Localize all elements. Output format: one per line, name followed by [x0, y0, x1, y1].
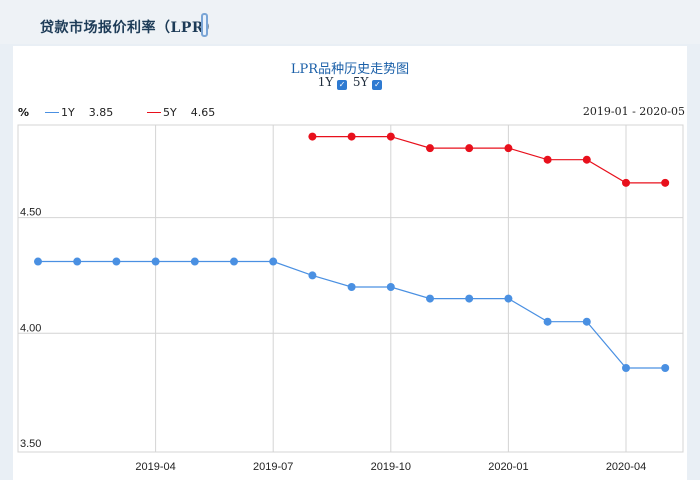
data-point-1y [622, 364, 630, 372]
data-point-1y [73, 257, 82, 266]
checkbox-icon[interactable]: ✓ [372, 80, 383, 90]
toggle-5y-label: 5Y [352, 75, 369, 89]
data-point-1y [465, 294, 474, 303]
data-point-1y [543, 317, 552, 326]
series-line-5y [312, 136, 666, 184]
y-tick-label: 3.50 [20, 438, 41, 450]
page-title: 贷款市场报价利率（LPR） [40, 20, 219, 36]
data-point-5y [661, 178, 670, 187]
data-point-5y [622, 178, 630, 187]
data-point-1y [269, 257, 278, 266]
data-point-1y [386, 283, 395, 291]
data-point-1y [504, 294, 513, 303]
toggle-1y-label: 1Y [317, 75, 334, 89]
data-point-5y [582, 155, 591, 164]
date-range: 2019-01 - 2020-05 [582, 105, 685, 118]
legend-line-icon [45, 112, 59, 113]
data-point-5y [504, 144, 513, 153]
chart-panel [13, 46, 687, 480]
x-tick-label: 2020-01 [488, 461, 528, 473]
plot-frame [17, 124, 684, 453]
legend-value: 3.85 [88, 106, 114, 119]
data-point-1y [661, 364, 670, 372]
data-point-1y [151, 257, 160, 266]
text-cursor-box[interactable] [201, 13, 208, 37]
legend-value: 4.65 [190, 106, 216, 119]
chart-title: LPR品种历史走势图 [290, 62, 410, 77]
data-point-5y [465, 144, 474, 153]
data-point-1y [308, 271, 317, 280]
y-tick-label: 4.50 [20, 207, 41, 219]
x-tick-label: 2020-04 [606, 461, 646, 473]
data-point-5y [426, 144, 434, 153]
legend-name: 1Y [61, 106, 75, 119]
y-tick-label: 4.00 [20, 322, 41, 334]
checkbox-icon[interactable]: ✓ [337, 80, 348, 90]
y-unit-label: % [18, 106, 30, 119]
legend-item-1y: 1Y 3.85 [45, 106, 113, 119]
data-point-1y [34, 257, 42, 266]
data-point-5y [308, 132, 317, 141]
data-point-5y [543, 155, 552, 164]
toggle-1y[interactable]: 1Y ✓ [317, 75, 348, 90]
legend-name: 5Y [163, 106, 177, 119]
data-point-1y [426, 294, 434, 303]
data-point-1y [112, 257, 121, 266]
page-header: 贷款市场报价利率（LPR） [0, 0, 700, 44]
data-point-5y [386, 132, 395, 141]
data-point-1y [582, 317, 591, 326]
data-point-1y [347, 283, 356, 291]
x-tick-label: 2019-07 [253, 461, 293, 473]
x-tick-label: 2019-10 [371, 461, 411, 473]
toggle-5y[interactable]: 5Y ✓ [352, 75, 383, 90]
data-point-1y [230, 257, 238, 266]
series-line-1y [38, 260, 666, 369]
data-point-1y [190, 257, 199, 266]
legend-line-icon [147, 112, 161, 113]
data-point-5y [347, 132, 356, 141]
x-tick-label: 2019-04 [135, 461, 175, 473]
series-toggles: 1Y ✓ 5Y ✓ [0, 75, 700, 90]
legend-item-5y: 5Y 4.65 [147, 106, 215, 119]
